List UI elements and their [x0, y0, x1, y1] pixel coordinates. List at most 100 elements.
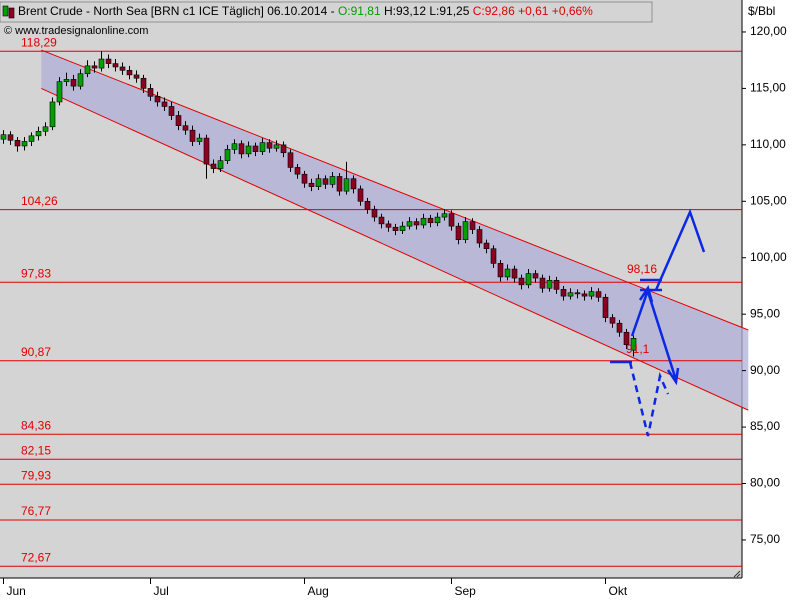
forecast-arrows — [610, 208, 706, 437]
candle-body — [21, 141, 28, 147]
level-label: 90,87 — [21, 345, 51, 359]
candle-body — [175, 115, 182, 126]
candle-body — [357, 188, 364, 202]
x-tick-label: Okt — [609, 584, 628, 598]
header-icon — [2, 5, 9, 17]
candle-body — [546, 280, 553, 289]
level-label: 84,36 — [21, 418, 51, 432]
candle-body — [231, 143, 238, 150]
arrow-dashed — [628, 361, 670, 437]
candle-body — [14, 140, 21, 147]
candle-body — [469, 221, 476, 230]
level-mark — [640, 278, 662, 292]
y-tick-label: 100,00 — [750, 250, 787, 264]
x-tick-label: Jul — [154, 584, 169, 598]
candle-body — [0, 134, 7, 140]
header-icon — [8, 7, 15, 19]
y-tick-label: 90,00 — [750, 363, 780, 377]
candle-body — [441, 213, 448, 218]
candle-body — [350, 178, 357, 190]
candle-body — [84, 65, 91, 75]
candle-body — [511, 268, 518, 279]
header-open: O:91,81 — [338, 4, 381, 18]
y-tick-label: 75,00 — [750, 532, 780, 546]
candle-body — [42, 126, 49, 132]
candle-body — [182, 125, 189, 131]
y-tick-label: 85,00 — [750, 419, 780, 433]
candle-body — [455, 225, 462, 240]
unit-label: $/Bbl — [748, 4, 775, 18]
resize-grip — [733, 570, 741, 578]
x-tick-label: Jun — [7, 584, 26, 598]
x-tick-label: Sep — [455, 584, 477, 598]
candle-body — [168, 106, 175, 116]
candle-body — [434, 216, 441, 224]
candle-body — [406, 221, 413, 227]
candle-body — [287, 152, 294, 168]
y-tick-label: 105,00 — [750, 193, 787, 207]
candle-body — [413, 221, 420, 226]
candle-body — [259, 142, 266, 152]
candle-body — [532, 273, 539, 279]
y-tick-label: 80,00 — [750, 476, 780, 490]
candle-body — [126, 70, 133, 76]
candle-body — [623, 331, 630, 345]
candle-body — [497, 263, 504, 278]
levels-layer: 118,29 104,26 97,83 90,87 84,36 82,15 79,93 76,… — [0, 35, 742, 567]
candle-body — [301, 173, 308, 184]
candle-body — [385, 223, 392, 228]
candle-body — [518, 277, 525, 286]
level-label: 97,83 — [21, 266, 51, 280]
candle-body — [378, 216, 385, 225]
candle-body — [105, 58, 112, 64]
level-label: 104,26 — [21, 194, 58, 208]
candle-body — [35, 131, 42, 137]
candle-body — [616, 322, 623, 333]
header-title: Brent Crude - North Sea [BRN c1 ICE Tägl… — [18, 4, 335, 18]
y-tick-label: 115,00 — [750, 81, 786, 95]
candle-body — [560, 289, 567, 297]
header-close: C:92,86 +0,61 +0,66% — [473, 4, 593, 18]
candle-body — [189, 129, 196, 142]
level-label: 79,93 — [21, 468, 51, 482]
candle-body — [420, 217, 427, 226]
candle-body — [364, 200, 371, 210]
candle-body — [602, 296, 609, 318]
candle-body — [217, 160, 224, 169]
y-tick-label: 95,00 — [750, 306, 780, 320]
candle-body — [252, 145, 259, 152]
candle-body — [161, 101, 168, 107]
candle-body — [112, 63, 119, 68]
candle-body — [483, 242, 490, 250]
candle-body — [525, 273, 532, 286]
arrow-down — [646, 291, 680, 386]
level-label: 72,67 — [21, 550, 51, 564]
candle-body — [630, 338, 637, 351]
candle-body — [98, 58, 105, 69]
candle-body — [462, 221, 469, 240]
candle-body — [588, 291, 595, 297]
candle-body — [70, 79, 77, 87]
candle-body — [266, 142, 273, 149]
candle-body — [7, 134, 14, 141]
candle-body — [448, 213, 455, 227]
header-box — [0, 1, 653, 23]
candles-layer — [0, 51, 637, 357]
annotation: 98,16 — [627, 262, 657, 276]
candle-body — [280, 144, 287, 154]
candle-body — [399, 225, 406, 231]
candle-body — [476, 229, 483, 244]
candle-body — [322, 178, 329, 185]
candle-body — [91, 65, 98, 69]
candle-body — [133, 74, 140, 79]
candle-body — [140, 77, 147, 89]
level-label: 82,15 — [21, 443, 51, 457]
candle-body — [196, 137, 203, 142]
candle-body — [539, 277, 546, 289]
copyright: © www.tradesignalonline.com — [4, 25, 148, 37]
candle-body — [224, 149, 231, 161]
candle-body — [315, 178, 322, 187]
candle-body — [56, 81, 63, 103]
candle-body — [581, 293, 588, 297]
